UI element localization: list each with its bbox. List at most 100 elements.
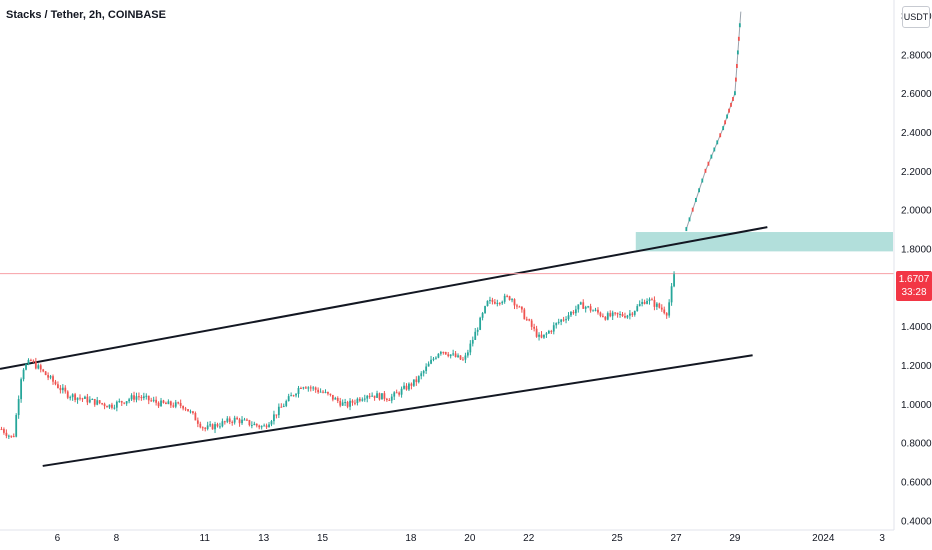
candle-body [341,402,344,406]
price-tick-label: 1.0000 [901,400,932,411]
candle-body [96,400,99,405]
candle-body [179,403,182,407]
candle-body [47,375,50,378]
candle-body [319,391,322,393]
projection-candle [704,168,707,173]
candle-body [270,421,273,425]
trendline-layer [0,226,768,467]
candle-body [304,387,307,389]
candle-body [88,399,91,403]
candle-body [182,406,185,409]
candle-body [663,309,666,314]
candle-body [479,317,482,330]
currency-button[interactable]: USDT [902,6,930,28]
time-tick-label: 3 [879,533,885,544]
candle-body [25,364,27,370]
candle-body [633,311,636,315]
candle-body [339,400,342,406]
candle-body [351,400,354,403]
candle-body [646,300,648,304]
candle-body [349,400,351,407]
candle-body [660,307,663,310]
candle-body [214,424,216,430]
price-tick-label: 0.8000 [901,439,932,450]
candle-body [10,435,13,437]
candle-body [621,314,624,317]
candle-body [420,373,423,377]
candle-body [592,310,594,312]
candle-body [469,343,472,353]
candle-body [108,404,111,408]
candle-body [32,360,35,362]
candle-body [552,325,555,332]
candle-body [658,303,661,308]
candle-body [253,423,256,426]
candle-body [295,393,297,396]
candle-body [358,398,361,401]
candle-body [508,296,511,300]
candle-body [444,351,447,355]
candle-body [577,304,580,310]
candle-body [390,396,393,401]
candle-body [138,396,140,398]
candle-body [106,406,108,408]
price-tick-label: 0.6000 [901,477,932,488]
candle-body [20,379,23,400]
candle-body [17,399,20,416]
projection-candle [735,77,737,82]
candle-body [275,414,278,416]
lower-channel-line [42,354,753,467]
candle-body [395,392,398,394]
candle-body [302,387,305,389]
candle-body [61,387,64,391]
candle-body [464,355,467,360]
price-tick-label: 1.8000 [901,244,932,255]
price-axis[interactable]: 3.00002.80002.60002.40002.20002.00001.80… [893,0,932,530]
price-tick-label: 2.0000 [901,206,932,217]
candle-body [59,388,62,391]
projection-candle [698,188,700,193]
candle-body [194,413,197,421]
candle-body [344,402,347,404]
candle-body [74,394,77,400]
candle-body [113,407,116,409]
candle-body [93,399,96,405]
candle-body [405,385,408,390]
candle-body [655,303,658,307]
candle-body [125,401,128,404]
candle-body [626,315,629,318]
candle-body [268,424,270,428]
projection-candle [719,133,722,138]
candle-body [422,371,425,374]
candle-body [142,396,145,399]
candle-body [79,397,81,399]
candle-body [292,395,295,397]
candle-body [484,306,486,314]
candle-body [22,369,25,380]
candle-body [329,393,332,395]
candle-body [533,326,536,329]
candle-body [511,299,513,301]
candle-body [381,393,383,400]
candle-body [570,311,572,316]
candle-body [425,366,428,372]
current-price-tag: 1.6707 33:28 [896,271,932,301]
candle-body [447,354,450,357]
price-tick-label: 1.2000 [901,361,932,372]
candle-body [648,299,651,301]
candle-body [243,419,246,421]
candle-body [282,405,285,407]
candle-body [204,427,207,429]
candle-body [506,295,509,297]
candle-body [44,371,47,376]
candle-body [169,401,172,406]
candle-body [437,353,440,358]
candle-body [314,387,317,390]
candle-body [604,316,607,320]
price-tick-label: 0.4000 [901,516,932,527]
candle-body [388,400,391,402]
candle-body [501,301,504,304]
time-axis[interactable]: 6 8 11 13 15 18 20 22 25 27 29 2024 3 [0,529,894,544]
resistance-zone-layer [633,230,895,254]
